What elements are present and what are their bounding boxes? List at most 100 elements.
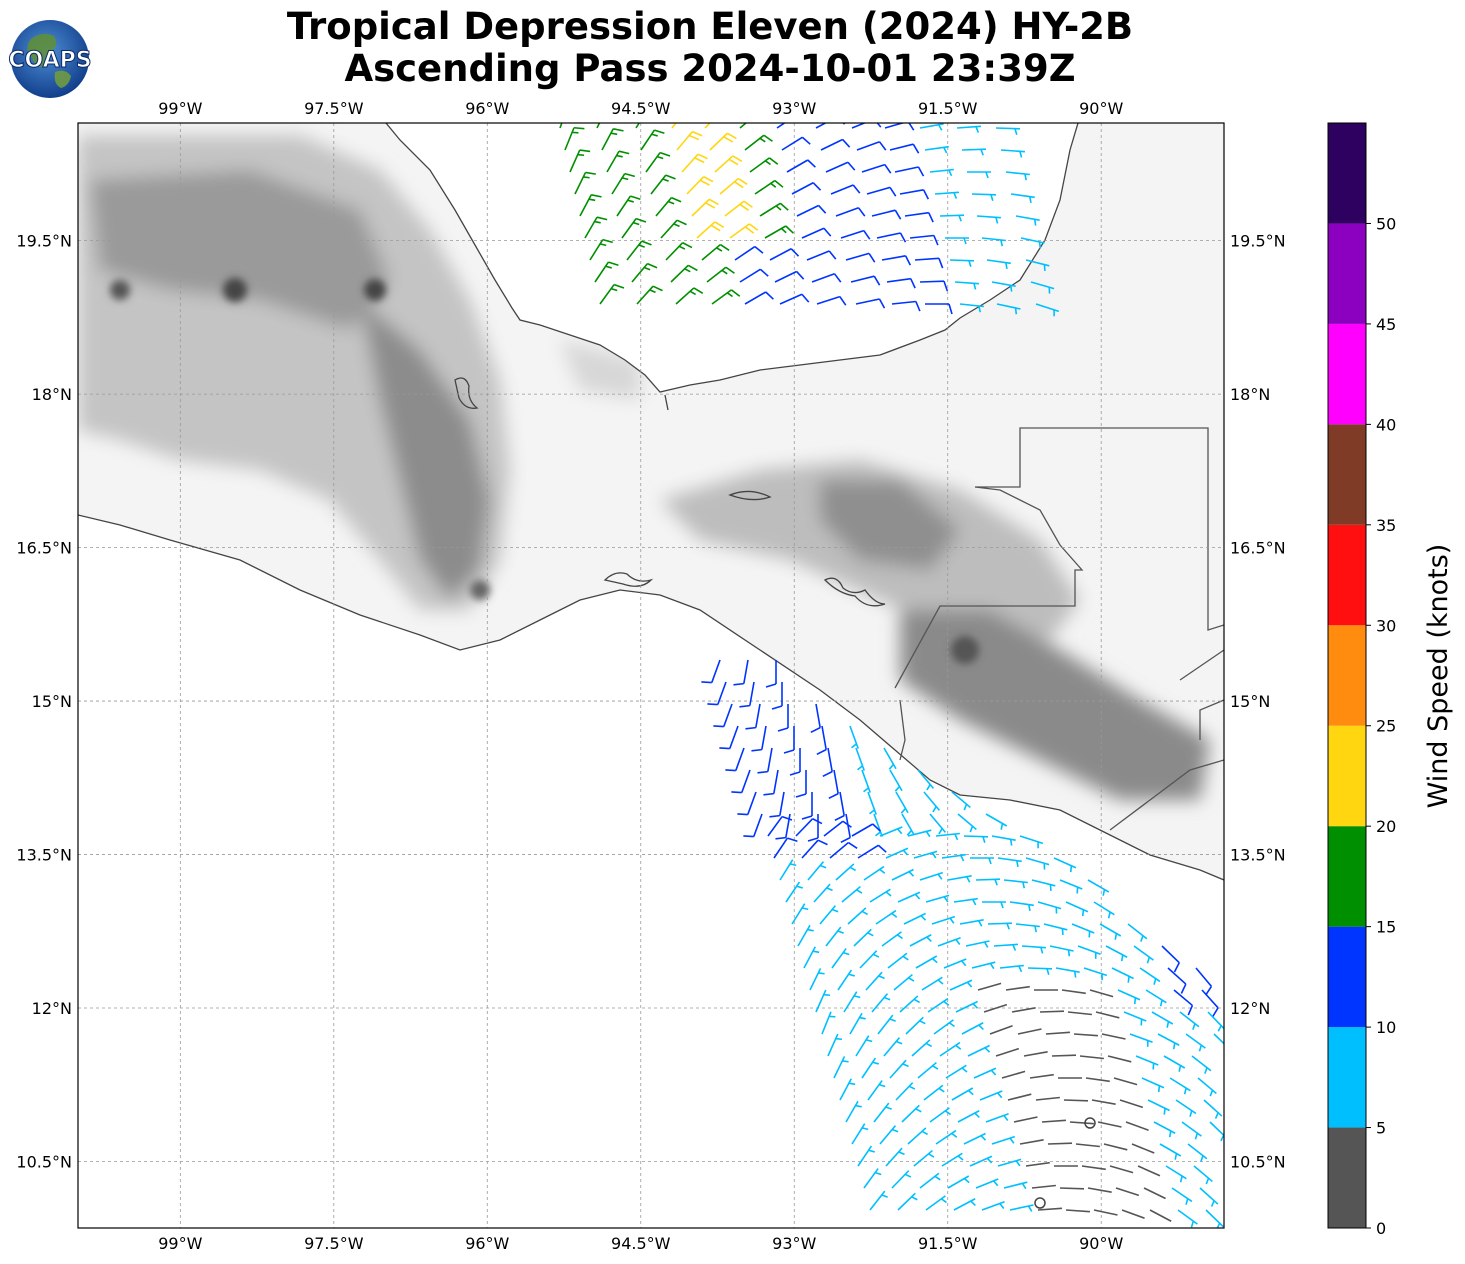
wind-barb <box>985 813 1008 830</box>
colorbar-tick-label: 45 <box>1376 315 1396 334</box>
wind-barb <box>1141 1077 1165 1093</box>
wind-barb <box>997 1158 1022 1167</box>
wind-barb <box>975 1178 999 1189</box>
wind-barb <box>828 769 839 800</box>
wind-barb <box>879 826 903 837</box>
wind-barb <box>636 285 663 305</box>
chart-title-line1: Tropical Depression Eleven (2024) HY-2B <box>286 5 1134 48</box>
gulf-of-mexico <box>386 123 1078 392</box>
wind-barb <box>1063 1099 1089 1102</box>
wind-barb <box>1025 259 1050 271</box>
wind-barb <box>745 703 761 730</box>
wind-barb <box>973 1067 997 1079</box>
wind-barb <box>913 1149 935 1167</box>
wind-barb <box>1209 1121 1224 1142</box>
wind-barb <box>564 126 585 151</box>
wind-barb <box>621 217 647 239</box>
wind-barb <box>1007 1093 1032 1101</box>
wind-barb <box>927 997 950 1013</box>
wind-barb <box>881 931 903 947</box>
wind-barb <box>1137 1165 1161 1177</box>
wind-barb <box>865 971 885 991</box>
wind-barb <box>660 219 687 239</box>
wind-barb <box>976 215 1001 224</box>
wind-barb <box>611 172 635 195</box>
wind-barb <box>970 857 994 865</box>
wind-barb <box>963 835 989 843</box>
wind-barb <box>801 227 832 239</box>
wind-barb <box>825 161 856 173</box>
wind-barb <box>867 1080 886 1101</box>
wind-barb <box>801 839 828 859</box>
wind-barb <box>886 277 916 289</box>
wind-barb <box>924 145 949 154</box>
lat-tick-label: 16.5°N <box>16 539 72 558</box>
wind-barb <box>879 1125 899 1145</box>
lat-tick-label: 12°N <box>1230 999 1270 1018</box>
wind-barb <box>849 1012 866 1035</box>
wind-barb <box>1003 879 1028 889</box>
country-borders <box>894 427 1224 831</box>
wind-barb <box>851 1123 869 1145</box>
wind-barb <box>1005 985 1030 991</box>
wind-barb <box>743 813 763 838</box>
wind-barb <box>1145 989 1167 1007</box>
lon-tick-label: 97.5°W <box>304 99 364 118</box>
wind-barb <box>706 266 735 283</box>
lon-tick-label: 91.5°W <box>918 99 978 118</box>
wind-barb <box>791 903 809 925</box>
wind-barb <box>779 293 810 305</box>
axis-tick-labels: 99°W 99°W 97.5°W 97.5°W 96°W 96°W 94.5°W 94.5°W… <box>16 99 1285 1253</box>
wind-barb <box>925 894 950 903</box>
wind-barb <box>1127 923 1148 942</box>
wind-barb <box>777 704 789 732</box>
wind-barb <box>929 813 947 835</box>
wind-barb <box>1197 1077 1217 1097</box>
wind-barb <box>1135 1055 1159 1070</box>
wind-barb <box>1047 1142 1073 1145</box>
wind-barb <box>739 268 769 283</box>
wind-barb <box>803 946 820 969</box>
wind-barb <box>885 1147 905 1167</box>
colorbar-bin <box>1328 223 1366 324</box>
wind-barb <box>1199 1187 1219 1207</box>
wind-barb <box>671 123 677 129</box>
pacific-ocean <box>78 515 1224 1228</box>
wind-barb <box>589 238 613 261</box>
wind-barb <box>977 982 1002 991</box>
wind-barb <box>1133 945 1154 964</box>
wind-barb <box>1061 989 1086 995</box>
wind-barb <box>1167 967 1187 994</box>
wind-barb <box>959 919 984 927</box>
wind-barb <box>963 1132 987 1145</box>
wind-barb <box>1073 1033 1098 1037</box>
wind-barb <box>1207 1011 1224 1032</box>
wind-barb <box>1187 1143 1208 1162</box>
wind-barb <box>919 280 949 292</box>
wind-barb <box>650 174 676 195</box>
wind-barb <box>1009 1204 1034 1212</box>
wind-barb <box>999 964 1024 973</box>
wind-barb <box>991 1135 1016 1145</box>
wind-barb <box>891 1170 912 1189</box>
wind-barb <box>983 1003 1008 1013</box>
wind-barb <box>919 1172 941 1189</box>
wind-barb <box>574 171 596 195</box>
wind-barb <box>1179 1011 1200 1030</box>
wind-barb <box>863 1168 882 1189</box>
wind-barb <box>1067 1011 1092 1016</box>
wind-barb <box>857 1145 875 1167</box>
wind-barb <box>954 281 979 290</box>
wind-barb <box>1087 879 1110 896</box>
wind-barb <box>856 141 887 151</box>
colorbar-tick-label: 40 <box>1376 415 1396 434</box>
wind-barb <box>893 973 915 991</box>
wind-barb <box>907 1127 929 1145</box>
wind-barb <box>1069 1121 1094 1125</box>
wind-barb <box>903 912 927 925</box>
wind-barb <box>967 1044 991 1057</box>
wind-barb <box>711 289 741 305</box>
wind-barb <box>1169 1077 1191 1095</box>
wind-barb <box>877 1014 896 1035</box>
wind-barb <box>995 1047 1020 1057</box>
